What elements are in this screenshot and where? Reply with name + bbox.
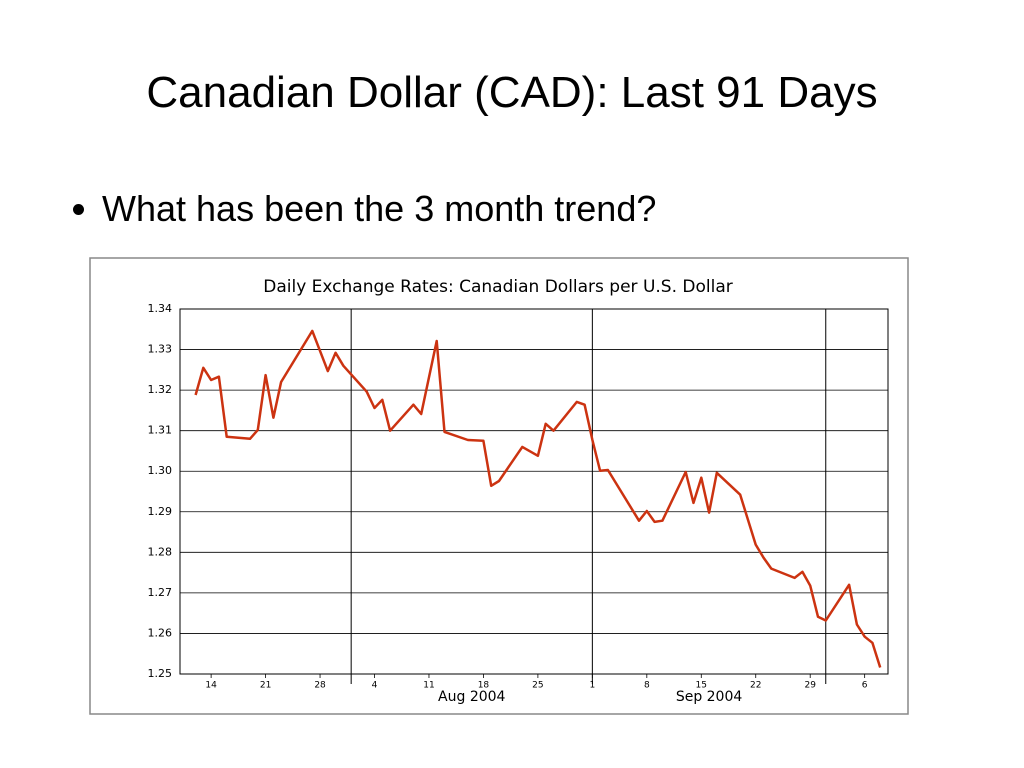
- month-label: Aug 2004: [438, 689, 506, 705]
- bullet-list: What has been the 3 month trend?: [56, 188, 656, 230]
- x-tick-label: 11: [423, 681, 434, 691]
- y-tick-label: 1.34: [148, 302, 173, 315]
- y-tick-label: 1.32: [148, 383, 173, 396]
- x-tick-label: 21: [260, 681, 271, 691]
- x-tick-label: 22: [750, 681, 761, 691]
- x-tick-label: 14: [205, 681, 217, 691]
- x-tick-label: 28: [314, 681, 326, 691]
- month-label: Sep 2004: [676, 689, 743, 705]
- y-tick-label: 1.28: [148, 545, 173, 558]
- bullet: What has been the 3 month trend?: [102, 188, 656, 230]
- y-tick-label: 1.30: [148, 464, 173, 477]
- x-tick-label: 6: [862, 681, 868, 691]
- rate-line: [194, 329, 882, 668]
- y-tick-label: 1.33: [148, 343, 173, 356]
- chart-frame: [89, 257, 909, 715]
- x-tick-label: 8: [644, 681, 650, 691]
- y-tick-label: 1.25: [148, 667, 173, 680]
- x-tick-label: 25: [532, 681, 543, 691]
- y-tick-label: 1.27: [148, 586, 173, 599]
- y-tick-label: 1.29: [148, 505, 173, 518]
- x-tick-label: 18: [478, 681, 490, 691]
- chart-title: Daily Exchange Rates: Canadian Dollars p…: [263, 277, 732, 297]
- x-tick-label: 1: [589, 681, 595, 691]
- y-tick-label: 1.26: [148, 626, 173, 639]
- plot-area: [179, 308, 889, 675]
- x-tick-label: 4: [372, 681, 378, 691]
- y-tick-label: 1.31: [148, 424, 173, 437]
- x-tick-label: 29: [804, 681, 816, 691]
- x-tick-label: 15: [696, 681, 707, 691]
- slide-title: Canadian Dollar (CAD): Last 91 Days: [146, 68, 878, 117]
